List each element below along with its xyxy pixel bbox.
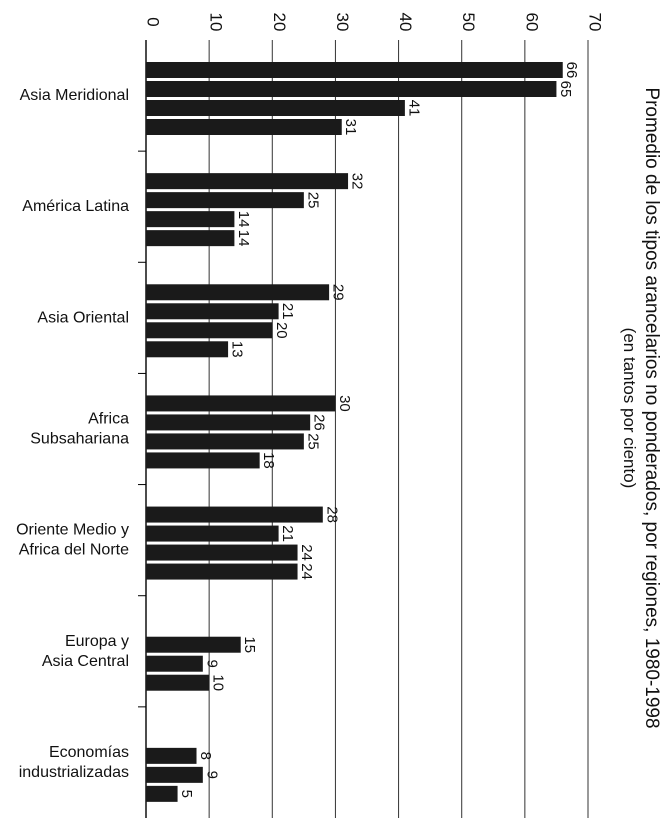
axis-tick-label: 0 [144, 17, 163, 26]
chart-title: Promedio de los tipos arancelarios no po… [641, 87, 662, 729]
category-label: América Latina [22, 198, 129, 215]
bar-value-label: 25 [304, 192, 321, 209]
bar [146, 414, 311, 431]
axis-tick-label: 40 [396, 13, 415, 32]
bar-value-label: 13 [229, 341, 246, 358]
category-label: Asia Central [42, 653, 129, 670]
bar-value-label: 21 [279, 303, 296, 320]
axis-tick-label: 30 [333, 13, 352, 32]
category-label: Asia Oriental [37, 309, 129, 326]
bar-value-label: 30 [336, 395, 353, 412]
bar [146, 544, 298, 561]
bar-value-label: 14 [235, 211, 252, 228]
bar-value-label: 25 [304, 433, 321, 450]
bar [146, 766, 203, 783]
bar-value-label: 24 [298, 563, 315, 580]
bar-value-label: 20 [273, 322, 290, 339]
bar [146, 173, 349, 190]
bar-value-label: 31 [342, 119, 359, 136]
bar-value-label: 9 [203, 771, 220, 779]
bar-value-label: 65 [557, 81, 574, 98]
bar [146, 747, 197, 764]
bar-value-label: 21 [279, 525, 296, 542]
bar [146, 341, 229, 358]
chart-title-block: Promedio de los tipos arancelarios no po… [583, 8, 662, 808]
bar-value-label: 28 [323, 506, 340, 523]
axis-tick-label: 50 [459, 13, 478, 32]
axis-tick-label: 60 [522, 13, 541, 32]
bar [146, 785, 178, 802]
bar [146, 655, 203, 672]
category-label: Africa [88, 411, 129, 428]
bar [146, 192, 304, 209]
bar [146, 452, 260, 469]
bar-value-label: 9 [203, 660, 220, 668]
bar [146, 62, 563, 78]
bar [146, 525, 279, 542]
bar-value-label: 18 [260, 452, 277, 469]
bar [146, 322, 273, 339]
bar [146, 230, 235, 247]
category-label: Africa del Norte [19, 542, 129, 559]
bar-value-label: 26 [311, 414, 328, 431]
bar-value-label: 10 [210, 674, 227, 691]
category-label: industrializadas [19, 764, 129, 781]
bar-value-label: 41 [405, 100, 422, 117]
chart-subtitle: (en tantos por ciento) [620, 327, 639, 489]
category-label: Subsahariana [30, 431, 129, 448]
bar [146, 636, 241, 653]
bar [146, 563, 298, 580]
bar [146, 284, 330, 301]
bar-value-label: 32 [349, 173, 366, 190]
bar-value-label: 5 [178, 790, 195, 798]
bar [146, 674, 210, 691]
bar-value-label: 8 [197, 752, 214, 760]
bar [146, 100, 405, 116]
bar [146, 119, 342, 135]
bar [146, 303, 279, 320]
bar-value-label: 14 [235, 230, 252, 247]
bar [146, 395, 336, 412]
bar [146, 433, 304, 450]
axis-tick-label: 70 [586, 13, 605, 32]
bar-value-label: 29 [330, 284, 347, 301]
category-label: Asia Meridional [20, 87, 129, 104]
bar [146, 506, 323, 523]
bar-value-label: 66 [563, 62, 580, 79]
bar [146, 211, 235, 228]
bar [146, 81, 557, 97]
bar-value-label: 24 [298, 544, 315, 561]
axis-tick-label: 20 [270, 13, 289, 32]
axis-tick-label: 10 [207, 13, 226, 32]
bar-value-label: 15 [241, 636, 258, 653]
category-label: Economías [49, 744, 129, 761]
category-label: Europa y [65, 633, 129, 650]
category-label: Oriente Medio y [16, 522, 129, 539]
